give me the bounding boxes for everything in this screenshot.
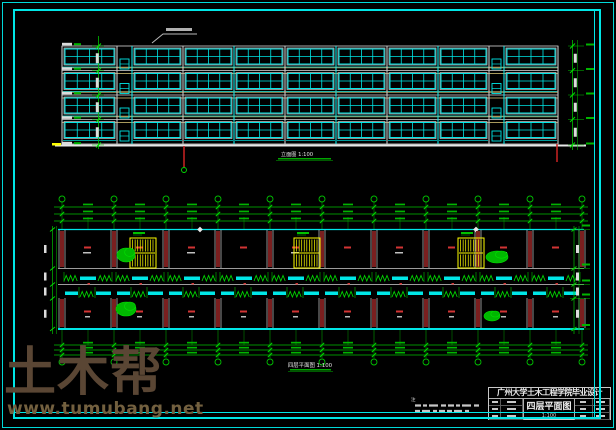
- plan-caption: 四层平面图 1:100: [288, 361, 333, 373]
- cell-text-dash: [491, 401, 498, 403]
- svg-text:四层平面图 1:100: 四层平面图 1:100: [288, 361, 333, 369]
- room-text-marks: [83, 246, 559, 318]
- elevation-dimensions-left: [62, 36, 104, 149]
- title-block-scale: 1:100: [524, 412, 574, 420]
- plan-columns: [58, 230, 586, 328]
- cell-text-dash: [580, 415, 587, 417]
- plan-side-dimensions: [44, 224, 590, 334]
- title-block: 广州大学土木工程学院毕业设计 四层平面图 1:100: [488, 387, 611, 420]
- title-block-cell: [489, 413, 501, 420]
- svg-text:注: 注: [411, 396, 416, 403]
- elevation-caption: 立面图 1:100: [276, 150, 333, 162]
- cell-text-dash: [580, 408, 587, 410]
- svg-text:立面图 1:100: 立面图 1:100: [281, 150, 313, 158]
- title-block-cell: [489, 399, 501, 406]
- section-marks: [181, 144, 558, 173]
- elevation-dimensions-right: [568, 40, 595, 150]
- title-block-org: 广州大学土木工程学院毕业设计: [489, 388, 610, 399]
- title-block-cell: [501, 399, 523, 406]
- title-block-left-cells: [489, 399, 524, 420]
- plant-symbols: [115, 247, 509, 322]
- elevation-windows: [63, 47, 557, 142]
- title-block-cell: [489, 406, 501, 413]
- title-block-cell: [501, 413, 523, 420]
- title-block-center: 四层平面图 1:100: [524, 399, 575, 420]
- cell-text-dash: [491, 408, 498, 410]
- cell-text-dash: [596, 401, 606, 403]
- floor-plan-drawing: [44, 195, 590, 366]
- cell-text-dash: [596, 408, 606, 410]
- title-block-cell: [592, 413, 610, 420]
- title-block-cell: [575, 413, 593, 420]
- watermark-url: www.tumubang.net: [7, 399, 204, 419]
- cell-text-dash: [507, 408, 516, 410]
- cell-text-dash: [596, 415, 606, 417]
- watermark-brand: 土木帮: [4, 343, 164, 403]
- title-block-cell: [575, 406, 593, 413]
- corridor-rows: [63, 272, 581, 299]
- title-block-body: 四层平面图 1:100: [489, 399, 610, 420]
- plan-dimensions: [54, 203, 588, 358]
- roof-leader-annotation: [151, 28, 197, 44]
- cell-text-dash: [491, 415, 498, 417]
- title-block-cell: [592, 406, 610, 413]
- cell-text-dash: [580, 401, 587, 403]
- note-annotation: 注: [411, 396, 479, 413]
- title-block-cell: [592, 399, 610, 406]
- title-block-right-cells: [575, 399, 610, 420]
- title-block-cell: [575, 399, 593, 406]
- elevation-mullions: [61, 46, 559, 144]
- title-block-cell: [501, 406, 523, 413]
- elevation-drawing: [52, 28, 595, 173]
- staircases: [129, 232, 485, 269]
- cell-text-dash: [507, 401, 516, 403]
- cell-text-dash: [507, 415, 516, 417]
- title-block-drawing-name: 四层平面图: [526, 402, 572, 412]
